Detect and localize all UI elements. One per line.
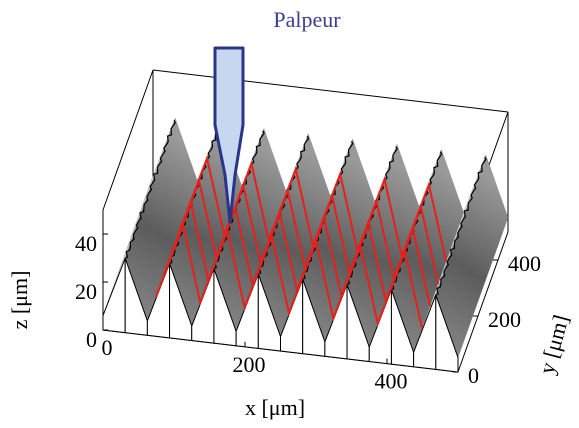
box-edge [152,69,509,113]
trajectory [170,177,440,284]
y-axis-label: y [μm] [534,312,574,376]
ridge-line [435,156,487,296]
box-edge [102,69,154,211]
y-tick-label: 400 [508,251,541,276]
y-tick-label: 200 [488,307,521,332]
x-tick-label: 200 [233,352,266,377]
box-edge [457,231,509,373]
z-tick-label: 40 [75,231,97,256]
surface-front [102,258,126,334]
z-tick-label: 0 [86,327,97,352]
z-tick-label: 20 [75,279,97,304]
surface-front [435,294,459,373]
ridge-line [124,119,176,259]
z-axis-label: z [μm] [7,271,32,330]
annotation: Palpeur [273,7,341,32]
trajectories [154,155,448,329]
y-tick-label: 0 [468,363,479,388]
x-tick-label: 0 [102,335,113,360]
x-tick-label: 400 [375,369,408,394]
surface [102,117,509,373]
axes: 0 200 400 0 200 400 0 20 40 [75,231,541,394]
trajectory [178,155,448,262]
trajectory [162,199,432,307]
x-axis-label: x [μm] [245,395,305,420]
trajectory [154,222,424,329]
stylus [213,46,245,224]
